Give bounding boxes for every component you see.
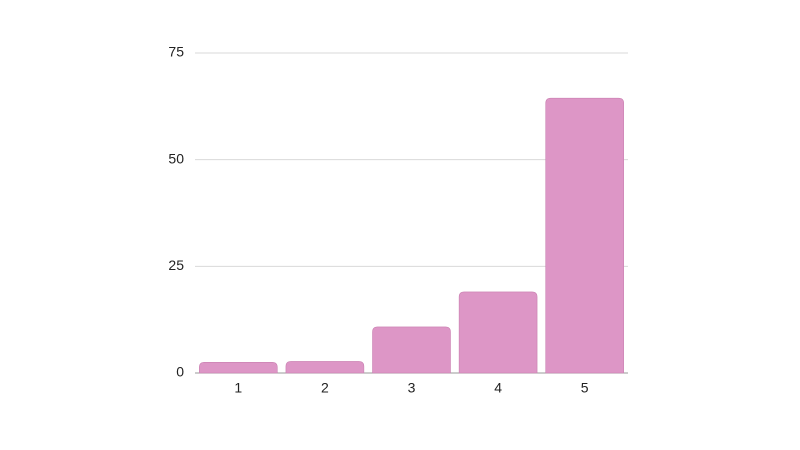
x-tick-label: 1 (234, 380, 242, 396)
x-tick-label: 2 (321, 380, 329, 396)
y-tick-label: 0 (176, 364, 184, 380)
bar (545, 97, 624, 374)
x-tick-label: 4 (494, 380, 502, 396)
x-tick-label: 5 (581, 380, 589, 396)
y-tick-label: 50 (168, 150, 184, 166)
bar (372, 326, 451, 374)
y-tick-label: 75 (168, 44, 184, 60)
bar (199, 362, 278, 374)
y-tick-label: 25 (168, 257, 184, 273)
bar (458, 291, 538, 374)
x-tick-label: 3 (408, 380, 416, 396)
bar (285, 361, 365, 374)
